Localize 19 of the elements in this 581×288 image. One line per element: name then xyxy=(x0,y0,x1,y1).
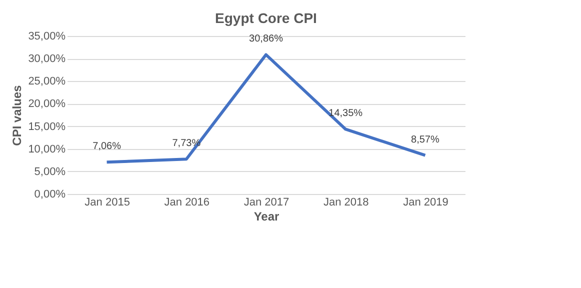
y-axis-title: CPI values xyxy=(10,84,24,146)
y-tick-label: 10,00% xyxy=(28,143,66,156)
y-tick-label: 0,00% xyxy=(34,188,66,200)
x-tick-label: Jan 2019 xyxy=(403,196,448,208)
x-tick-label: Jan 2016 xyxy=(164,196,210,208)
x-tick-label: Jan 2015 xyxy=(84,196,130,208)
data-label: 30,86% xyxy=(249,34,284,45)
y-tick-label: 25,00% xyxy=(28,76,66,88)
y-tick-label: 30,00% xyxy=(28,53,66,66)
y-tick-label: 20,00% xyxy=(28,98,66,110)
y-tick-label: 35,00% xyxy=(28,30,66,42)
x-tick-label: Jan 2018 xyxy=(323,196,369,208)
data-label: 7,06% xyxy=(92,141,122,152)
data-label: 8,57% xyxy=(411,134,440,146)
chart-title: Egypt Core CPI xyxy=(215,10,317,26)
y-tick-label: 5,00% xyxy=(34,166,66,178)
y-tick-label: 15,00% xyxy=(28,120,66,133)
x-axis-title: Year xyxy=(254,210,280,224)
x-tick-label: Jan 2017 xyxy=(244,196,290,208)
